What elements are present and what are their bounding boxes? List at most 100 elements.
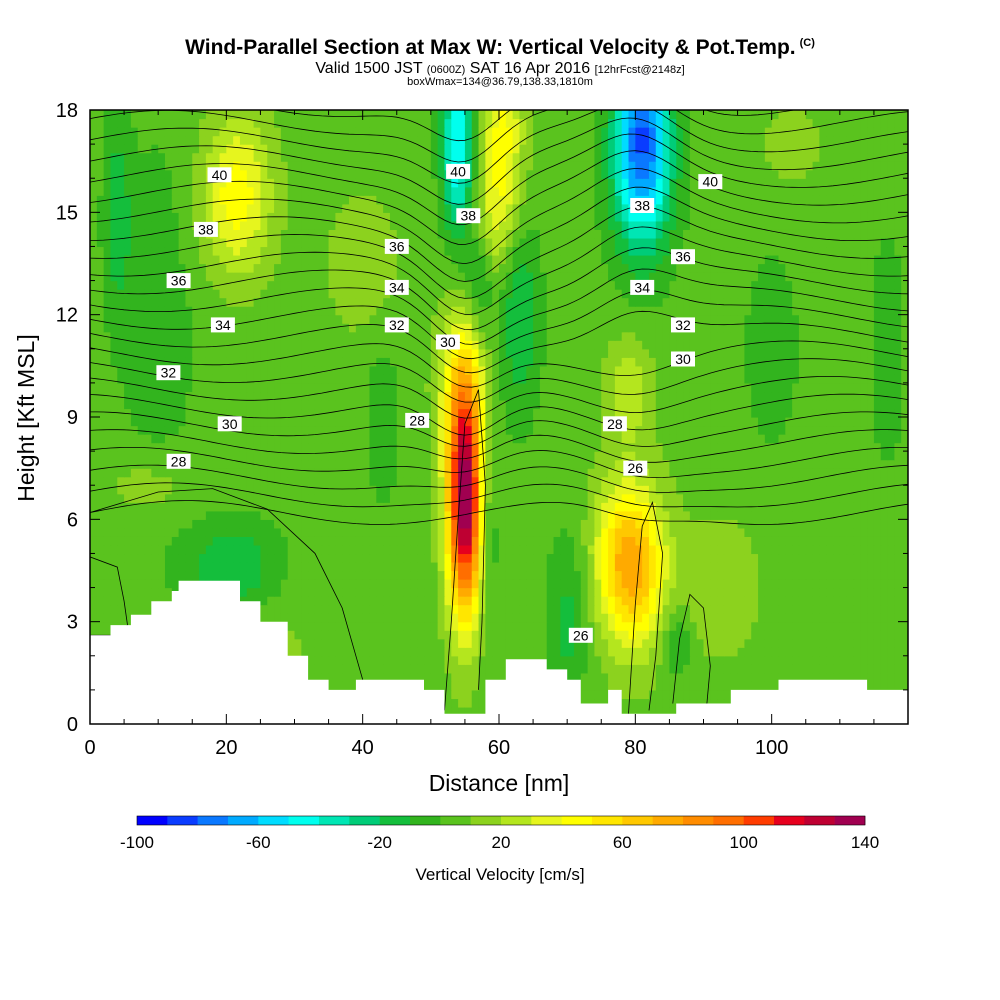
velocity-cell xyxy=(860,579,868,589)
velocity-cell xyxy=(308,527,316,537)
velocity-cell xyxy=(601,604,609,614)
velocity-cell xyxy=(853,647,861,657)
velocity-cell xyxy=(642,442,650,452)
velocity-cell xyxy=(826,391,834,401)
velocity-cell xyxy=(219,459,227,469)
velocity-cell xyxy=(458,630,466,640)
velocity-cell xyxy=(655,391,664,401)
velocity-cell xyxy=(301,544,309,555)
velocity-cell xyxy=(424,638,432,648)
velocity-cell xyxy=(819,638,827,648)
velocity-cell xyxy=(253,408,262,418)
velocity-cell xyxy=(812,382,820,393)
velocity-cell xyxy=(492,391,500,401)
velocity-cell xyxy=(778,587,786,597)
velocity-cell xyxy=(812,374,820,384)
velocity-cell xyxy=(124,408,132,418)
velocity-cell xyxy=(751,493,759,503)
velocity-cell xyxy=(164,399,173,410)
velocity-cell xyxy=(485,544,493,555)
velocity-cell xyxy=(383,519,391,529)
velocity-cell xyxy=(349,579,357,589)
velocity-cell xyxy=(771,613,780,623)
velocity-cell xyxy=(683,510,691,520)
velocity-cell xyxy=(280,434,289,444)
velocity-cell xyxy=(478,382,486,393)
velocity-cell xyxy=(594,638,602,648)
velocity-cell xyxy=(703,425,711,435)
velocity-cell xyxy=(349,493,357,503)
velocity-cell xyxy=(260,391,268,401)
velocity-cell xyxy=(710,553,718,563)
velocity-cell xyxy=(648,689,657,700)
velocity-cell xyxy=(703,630,711,640)
velocity-cell xyxy=(96,510,105,520)
velocity-cell xyxy=(233,519,241,529)
velocity-cell xyxy=(683,613,691,623)
velocity-cell xyxy=(396,638,405,648)
velocity-cell xyxy=(798,391,807,401)
velocity-cell xyxy=(819,672,827,682)
velocity-cell xyxy=(567,570,575,580)
velocity-cell xyxy=(383,655,391,665)
velocity-cell xyxy=(860,468,868,478)
velocity-cell xyxy=(758,587,766,597)
velocity-cell xyxy=(451,647,459,657)
velocity-cell xyxy=(880,408,889,418)
velocity-cell xyxy=(478,689,486,700)
velocity-cell xyxy=(873,561,882,572)
velocity-cell xyxy=(417,399,425,410)
velocity-cell xyxy=(758,672,766,682)
velocity-cell xyxy=(369,374,377,384)
velocity-cell xyxy=(642,476,650,486)
velocity-cell xyxy=(723,425,732,435)
velocity-cell xyxy=(839,374,848,384)
velocity-cell xyxy=(185,502,193,512)
velocity-cell xyxy=(199,544,207,555)
velocity-cell xyxy=(587,672,596,682)
velocity-cell xyxy=(676,544,684,555)
velocity-cell xyxy=(294,553,302,563)
velocity-cell xyxy=(110,451,118,461)
velocity-cell xyxy=(471,689,480,700)
velocity-cell xyxy=(710,485,718,495)
velocity-cell xyxy=(280,382,289,393)
velocity-cell xyxy=(771,502,780,512)
velocity-cell xyxy=(383,561,391,572)
velocity-cell xyxy=(655,579,664,589)
velocity-cell xyxy=(573,417,582,427)
velocity-cell xyxy=(499,451,507,461)
velocity-cell xyxy=(771,408,780,418)
velocity-cell xyxy=(478,493,486,503)
velocity-cell xyxy=(648,425,657,435)
velocity-cell xyxy=(867,664,875,674)
velocity-cell xyxy=(594,451,602,461)
velocity-cell xyxy=(226,476,234,486)
velocity-cell xyxy=(826,655,834,665)
velocity-cell xyxy=(464,459,473,469)
velocity-cell xyxy=(860,485,868,495)
velocity-cell xyxy=(873,374,882,384)
velocity-cell xyxy=(314,451,323,461)
velocity-cell xyxy=(669,681,677,691)
velocity-cell xyxy=(308,417,316,427)
velocity-cell xyxy=(696,399,705,410)
velocity-cell xyxy=(751,655,759,665)
velocity-cell xyxy=(519,502,527,512)
velocity-cell xyxy=(833,510,841,520)
velocity-cell xyxy=(499,519,507,529)
velocity-cell xyxy=(199,365,207,375)
velocity-cell xyxy=(539,647,548,657)
velocity-cell xyxy=(226,399,234,410)
velocity-cell xyxy=(737,510,745,520)
velocity-cell xyxy=(519,459,527,469)
velocity-cell xyxy=(758,502,766,512)
velocity-cell xyxy=(792,579,800,589)
velocity-cell xyxy=(880,570,889,580)
velocity-cell xyxy=(560,604,568,614)
velocity-cell xyxy=(308,493,316,503)
velocity-cell xyxy=(342,579,350,589)
velocity-cell xyxy=(792,587,800,597)
velocity-cell xyxy=(655,468,664,478)
velocity-cell xyxy=(485,468,493,478)
